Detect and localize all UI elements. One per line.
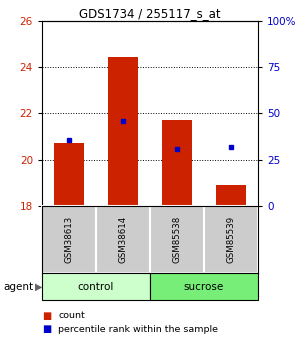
Bar [150,206,204,273]
Text: percentile rank within the sample: percentile rank within the sample [58,325,218,334]
Text: ■: ■ [42,311,51,321]
Text: control: control [78,282,114,292]
Bar [42,273,150,300]
Text: count: count [58,311,85,320]
Bar [204,206,258,273]
Bar [42,206,96,273]
Text: ▶: ▶ [34,282,42,292]
Bar [108,57,138,206]
Bar [54,144,84,206]
Text: sucrose: sucrose [184,282,224,292]
Text: GSM85539: GSM85539 [226,216,236,263]
Text: agent: agent [3,282,33,292]
Text: ■: ■ [42,325,51,334]
Text: GSM38614: GSM38614 [118,216,127,263]
Bar [216,185,246,206]
Bar [150,273,258,300]
Title: GDS1734 / 255117_s_at: GDS1734 / 255117_s_at [79,7,221,20]
Text: GSM85538: GSM85538 [172,216,182,263]
Text: GSM38613: GSM38613 [64,216,74,263]
Bar [162,120,192,206]
Bar [96,206,150,273]
